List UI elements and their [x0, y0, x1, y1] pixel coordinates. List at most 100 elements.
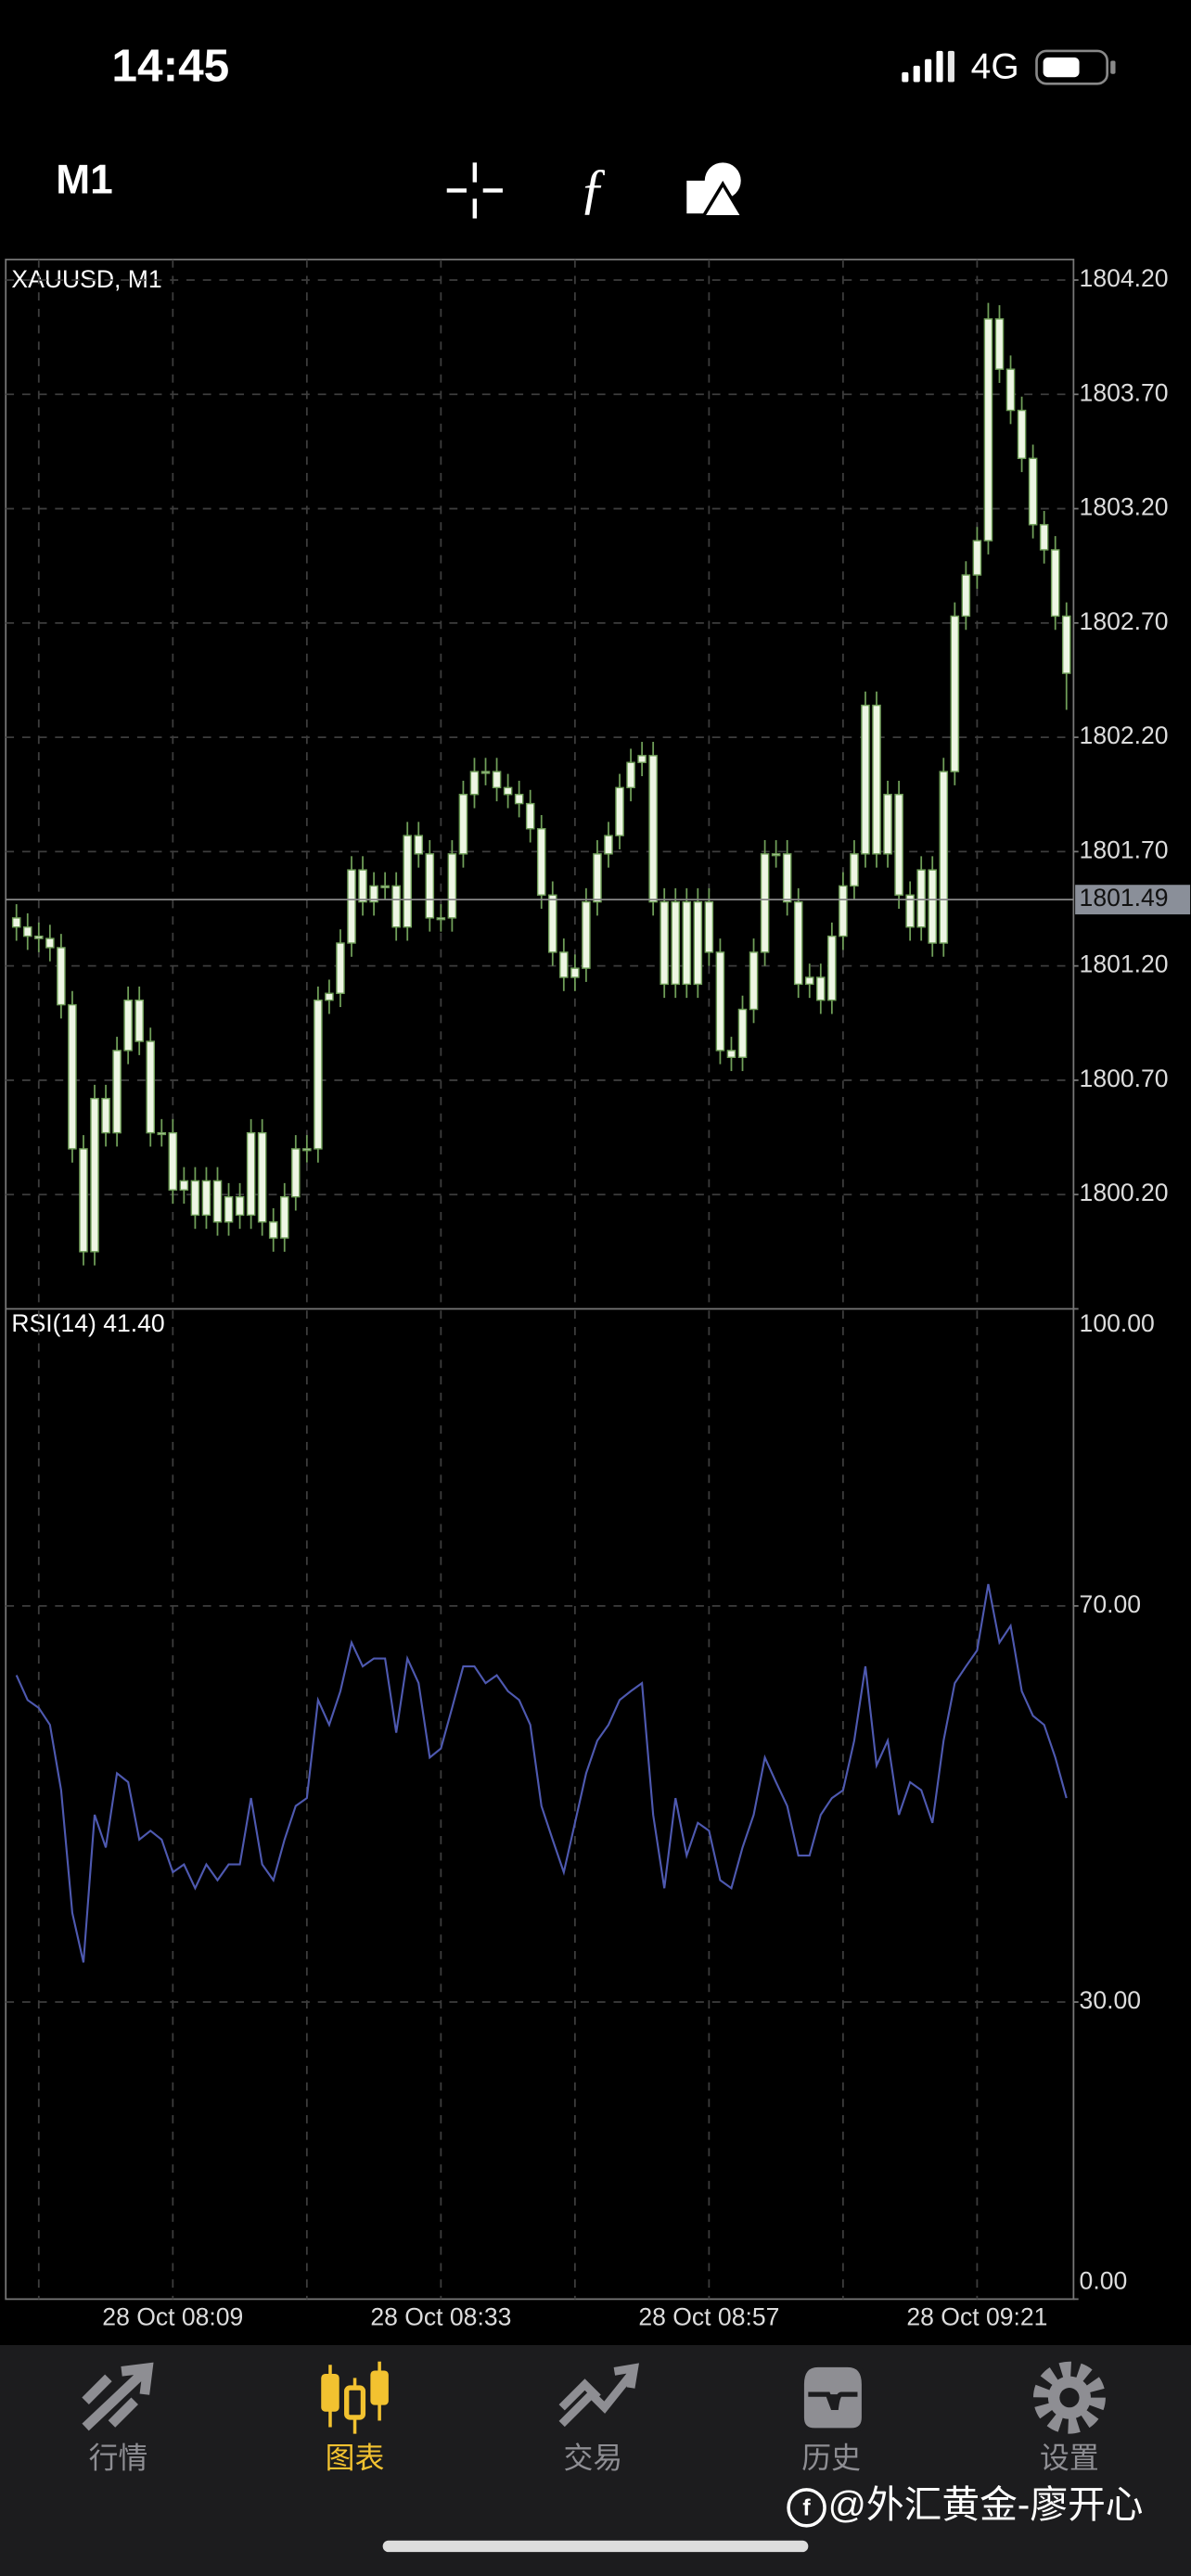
- candle-body: [961, 574, 971, 618]
- candle-body: [693, 900, 703, 986]
- candle-body: [369, 885, 378, 903]
- candle-body: [850, 853, 859, 887]
- x-tick-label: 28 Oct 08:57: [638, 2303, 779, 2331]
- symbol-label: XAUUSD, M1: [11, 265, 161, 293]
- chart-frame: [5, 258, 1075, 2301]
- candle-body: [637, 755, 647, 763]
- candle-body: [593, 853, 602, 903]
- candle-body: [380, 885, 390, 888]
- candle-body: [983, 318, 993, 542]
- indicator-label: RSI(14) 41.40: [11, 1309, 164, 1337]
- candle-body: [514, 794, 524, 805]
- candle-body: [157, 1131, 167, 1136]
- candle-body: [469, 771, 480, 796]
- candle-body: [168, 1131, 178, 1191]
- candle-body: [1039, 524, 1049, 551]
- settings-icon[interactable]: [1032, 2361, 1106, 2434]
- candle-body: [391, 885, 401, 928]
- battery-icon: [1035, 49, 1116, 85]
- candle-body: [582, 900, 591, 969]
- tab-label[interactable]: 图表: [326, 2441, 385, 2474]
- candle-body: [872, 704, 881, 855]
- history-icon[interactable]: [799, 2362, 867, 2433]
- tab-label[interactable]: 行情: [89, 2441, 148, 2474]
- quotes-icon[interactable]: [82, 2362, 154, 2431]
- price-line-label-bg: [1075, 885, 1191, 915]
- y-tick-label: 1801.70: [1080, 835, 1169, 863]
- candle-body: [492, 771, 502, 789]
- candle-body: [559, 951, 569, 978]
- candle-body: [235, 1195, 245, 1217]
- tab-label[interactable]: 设置: [1040, 2441, 1099, 2474]
- candle-body: [68, 1003, 77, 1150]
- candle-body: [458, 794, 468, 855]
- candle-body: [90, 1097, 99, 1253]
- candle-body: [994, 318, 1005, 370]
- candle-body: [314, 999, 323, 1150]
- candle-body: [436, 917, 446, 921]
- candle-body: [1005, 368, 1016, 412]
- y-tick-label: 1800.20: [1080, 1179, 1169, 1206]
- candle-body: [212, 1180, 223, 1223]
- candle-body: [179, 1180, 189, 1191]
- candle-body: [660, 900, 669, 986]
- timeframe-button[interactable]: M1: [56, 157, 113, 202]
- candle-body: [570, 967, 580, 978]
- y-tick-label: 1802.70: [1080, 607, 1169, 635]
- candle-body: [1050, 549, 1060, 618]
- y-tick-label: 1803.70: [1080, 378, 1169, 406]
- candle-body: [146, 1040, 156, 1134]
- y-tick-label: 1804.20: [1080, 264, 1169, 292]
- candle-body: [503, 786, 513, 796]
- chart-icon[interactable]: [321, 2361, 389, 2434]
- candle-body: [804, 976, 814, 986]
- candle-body: [57, 947, 66, 1006]
- candle-body: [291, 1148, 301, 1198]
- crosshair-button[interactable]: [446, 162, 503, 219]
- price-line-label: 1801.49: [1080, 884, 1169, 912]
- y-tick-label: 0.00: [1080, 2267, 1128, 2295]
- candle-body: [916, 869, 926, 928]
- objects-button[interactable]: [686, 162, 746, 219]
- candle-body: [816, 976, 826, 1001]
- candle-body: [347, 869, 356, 944]
- candle-body: [682, 900, 692, 986]
- candle-body: [112, 1050, 122, 1134]
- candle-body: [1061, 615, 1071, 674]
- tab-label[interactable]: 历史: [801, 2441, 861, 2474]
- candle-body: [403, 835, 413, 928]
- candle-body: [325, 992, 334, 1001]
- candle-body: [939, 771, 949, 944]
- candle-body: [190, 1180, 200, 1217]
- candle-body: [626, 761, 635, 789]
- candle-body: [648, 755, 658, 903]
- y-tick-label: 1802.20: [1080, 721, 1169, 749]
- candle-body: [480, 771, 491, 774]
- candle-body: [547, 894, 557, 953]
- tab-icons: [82, 2361, 1106, 2434]
- y-tick-label: 1803.20: [1080, 493, 1169, 521]
- svg-text:f: f: [802, 2496, 811, 2521]
- y-tick-label: 1800.70: [1080, 1065, 1169, 1092]
- rsi-line: [15, 1584, 1068, 1963]
- watermark: f @外汇黄金-廖开心: [787, 2483, 1144, 2528]
- candle-body: [45, 937, 55, 949]
- signal-icon: [902, 50, 954, 83]
- tab-label[interactable]: 交易: [563, 2441, 622, 2474]
- trade-icon[interactable]: [558, 2363, 640, 2428]
- status-time: 14:45: [111, 39, 229, 91]
- tab-bar: [0, 2344, 1191, 2576]
- y-tick-label: 1801.20: [1080, 950, 1169, 978]
- candle-body: [134, 999, 144, 1042]
- candle-body: [894, 794, 903, 896]
- x-tick-label: 28 Oct 09:21: [906, 2303, 1047, 2331]
- candle-body: [358, 869, 367, 903]
- candle-body: [726, 1050, 736, 1058]
- y-tick-label: 30.00: [1080, 1986, 1141, 2014]
- candle-body: [760, 853, 770, 953]
- candle-body: [447, 853, 457, 919]
- indicators-button[interactable]: ƒ: [579, 158, 607, 220]
- candle-body: [268, 1221, 278, 1239]
